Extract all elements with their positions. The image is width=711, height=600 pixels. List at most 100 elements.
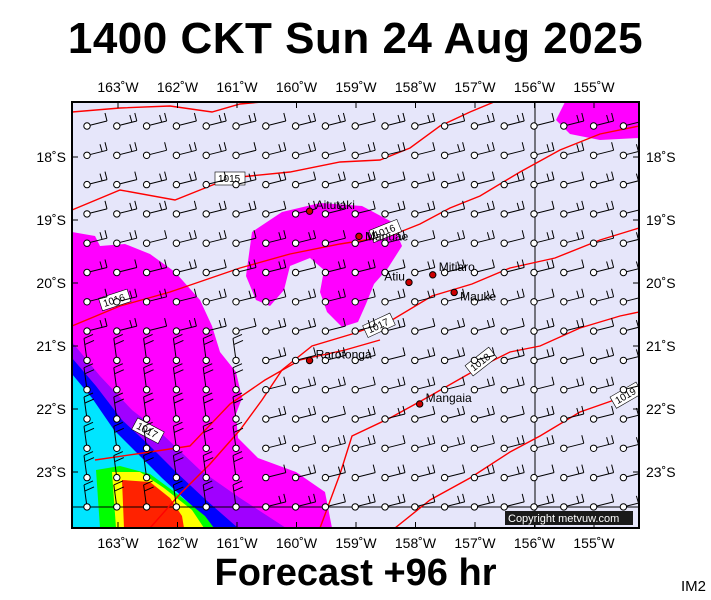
wind-barb <box>113 288 138 306</box>
wind-barb <box>470 171 495 189</box>
wind-barb <box>172 392 184 423</box>
lat-label-right: 21˚S <box>646 338 676 354</box>
wind-barb <box>470 112 495 130</box>
wind-barb <box>500 405 525 423</box>
wind-barb <box>351 230 376 247</box>
town-marker: Mitiaro <box>429 260 475 279</box>
wind-barb <box>470 230 495 247</box>
wind-barb <box>500 142 525 160</box>
wind-barb <box>83 171 108 189</box>
wind-barb <box>619 144 639 160</box>
lon-label-top: 162˚W <box>157 79 199 95</box>
lon-label-top: 155˚W <box>573 79 615 95</box>
wind-barb <box>172 171 197 189</box>
lon-label-top: 161˚W <box>216 79 258 95</box>
wind-barb <box>321 112 346 130</box>
wind-barb <box>589 259 615 277</box>
wind-barb <box>142 112 168 130</box>
wind-barb <box>589 288 615 306</box>
wind-barb <box>440 347 466 365</box>
wind-barb <box>381 230 406 247</box>
town-marker: Rarotonga <box>305 347 372 365</box>
wind-barb <box>589 493 615 511</box>
wind-barb <box>113 421 125 452</box>
town-marker: Mangaia <box>415 391 472 408</box>
wind-barb <box>530 259 555 277</box>
wind-barb <box>142 451 154 482</box>
wind-barb <box>142 200 168 218</box>
wind-barb <box>440 259 466 277</box>
wind-barb <box>262 464 287 482</box>
wind-barb <box>530 200 555 218</box>
wind-barb <box>142 317 168 335</box>
wind-barb <box>589 317 615 335</box>
svg-text:1015: 1015 <box>218 174 241 185</box>
lon-label-bottom: 163˚W <box>97 535 139 551</box>
wind-barb <box>202 112 227 130</box>
wind-barb <box>500 288 525 306</box>
wind-barb <box>470 142 495 160</box>
wind-barb <box>321 142 346 160</box>
wind-barb <box>232 421 244 452</box>
wind-barb <box>530 435 555 452</box>
lat-label-left: 22˚S <box>36 401 66 417</box>
wind-barb <box>172 200 197 218</box>
wind-barb <box>500 230 525 247</box>
wind-barb <box>381 259 406 277</box>
wind-barb <box>202 317 227 335</box>
wind-barb <box>113 259 138 277</box>
wind-barb <box>321 405 346 423</box>
wind-barb <box>589 142 615 160</box>
towns-layer: Aitutaki Manuae Atiu Mitiaro Mauke Rarotonga M… <box>305 198 497 408</box>
wind-barb <box>113 392 125 423</box>
wind-barb <box>619 385 639 394</box>
wind-barb <box>321 230 346 247</box>
wind-barb <box>291 376 317 394</box>
wind-barb <box>113 363 125 394</box>
wind-barb <box>83 259 108 277</box>
wind-barb <box>202 480 214 511</box>
lat-label-right: 19˚S <box>646 212 676 228</box>
wind-barb <box>113 200 138 218</box>
wind-barb <box>560 259 585 277</box>
lon-label-top: 157˚W <box>454 79 496 95</box>
wind-barb <box>351 288 376 306</box>
wind-barb <box>560 112 585 130</box>
wind-barb <box>113 142 138 160</box>
wind-barb <box>351 347 376 365</box>
wind-barb <box>321 288 346 306</box>
wind-barb <box>500 464 525 482</box>
wind-barb <box>381 464 406 482</box>
lon-label-bottom: 157˚W <box>454 535 496 551</box>
wind-barb <box>560 230 585 247</box>
wind-barb <box>113 171 138 189</box>
wind-barb <box>83 142 108 160</box>
wind-barb <box>440 112 466 130</box>
wind-barb <box>411 259 436 277</box>
lat-label-right: 23˚S <box>646 464 676 480</box>
wind-barb <box>321 317 346 335</box>
wind-barb <box>142 333 154 365</box>
wind-barb <box>232 171 257 189</box>
lat-label-right: 20˚S <box>646 275 676 291</box>
wind-barb <box>530 142 555 160</box>
wind-barb <box>83 112 108 130</box>
wind-barb <box>589 171 615 189</box>
wind-barb <box>113 333 125 365</box>
wind-barb <box>232 200 257 218</box>
wind-barb <box>381 405 406 423</box>
wind-barb <box>560 288 585 306</box>
copyright-box: Copyright metvuw.com <box>505 511 633 525</box>
wind-barb <box>262 200 287 218</box>
wind-barb <box>172 142 197 160</box>
wind-barb <box>172 363 184 394</box>
wind-barb <box>500 200 525 218</box>
town-label: Mauke <box>460 289 496 303</box>
wind-barb <box>83 288 108 306</box>
wind-barb <box>530 347 555 365</box>
wind-barb <box>440 288 466 306</box>
wind-barb <box>530 317 555 335</box>
wind-barb <box>321 259 346 277</box>
wind-barb <box>262 317 287 335</box>
wind-barb <box>202 171 227 189</box>
